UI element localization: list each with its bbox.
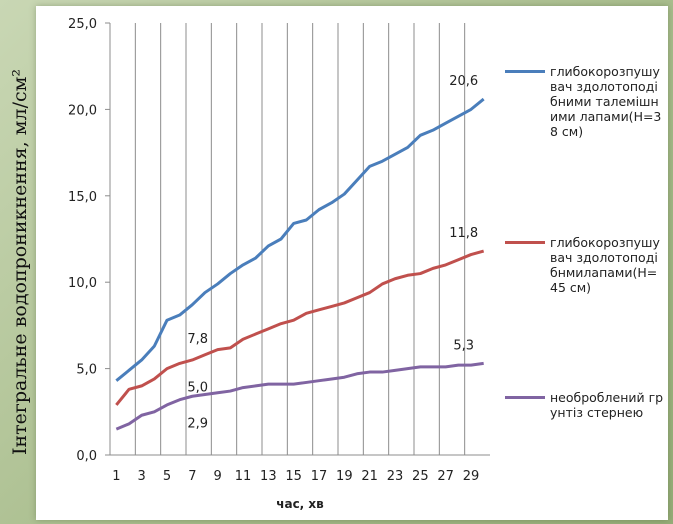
data-label: 20,6 (449, 74, 478, 89)
gridlines (134, 23, 466, 455)
series-line-1 (115, 97, 485, 382)
legend-swatch-red (505, 241, 545, 244)
legend-swatch-purple (505, 396, 545, 399)
y-tick-label: 20,0 (68, 103, 97, 118)
series-line-2 (115, 249, 485, 406)
x-tick-label: 27 (437, 469, 454, 484)
x-axis-title: час, хв (276, 497, 324, 511)
legend-swatch-blue (505, 70, 545, 73)
x-tick-label: 21 (361, 469, 378, 484)
x-tick-label: 5 (163, 469, 171, 484)
series-lines (115, 97, 485, 431)
data-label: 2,9 (187, 417, 208, 432)
data-labels: 7,8 20,6 5,0 11,8 2,9 5,3 (187, 74, 478, 432)
x-tick-label: 23 (387, 469, 404, 484)
data-label: 5,0 (187, 380, 208, 395)
chart-area (36, 6, 668, 520)
x-tick-label: 9 (214, 469, 222, 484)
y-tick-labels: 0,0 5,0 10,0 15,0 20,0 25,0 (68, 17, 97, 464)
data-label: 7,8 (187, 332, 208, 347)
x-tick-label: 7 (188, 469, 196, 484)
data-label: 11,8 (449, 226, 478, 241)
x-tick-label: 3 (138, 469, 146, 484)
x-tick-label: 25 (412, 469, 429, 484)
legend-label: глибокоро​зпушувач з​долотопод​ібнми​лап… (550, 235, 660, 295)
x-tick-label: 11 (235, 469, 252, 484)
legend-label: необробле​ний грунт​із стернею (550, 390, 664, 420)
y-tick-label: 0,0 (76, 449, 97, 464)
legend-label: глибокоро​зпушувач з​долотопод​ібними та… (550, 64, 662, 139)
x-tick-label: 1 (112, 469, 120, 484)
axes (105, 22, 490, 456)
y-tick-label: 10,0 (68, 276, 97, 291)
x-tick-label: 17 (311, 469, 328, 484)
x-tick-label: 15 (285, 469, 302, 484)
x-tick-label: 29 (463, 469, 480, 484)
y-tick-label: 15,0 (68, 190, 97, 205)
x-tick-labels: 1 3 5 7 9 11 13 15 17 19 21 23 25 27 29 (112, 469, 479, 484)
data-label: 5,3 (453, 338, 474, 353)
y-tick-label: 5,0 (76, 363, 97, 378)
x-tick-label: 13 (260, 469, 277, 484)
x-tick-label: 19 (336, 469, 353, 484)
y-tick-label: 25,0 (68, 17, 97, 32)
series-line-3 (115, 361, 484, 431)
